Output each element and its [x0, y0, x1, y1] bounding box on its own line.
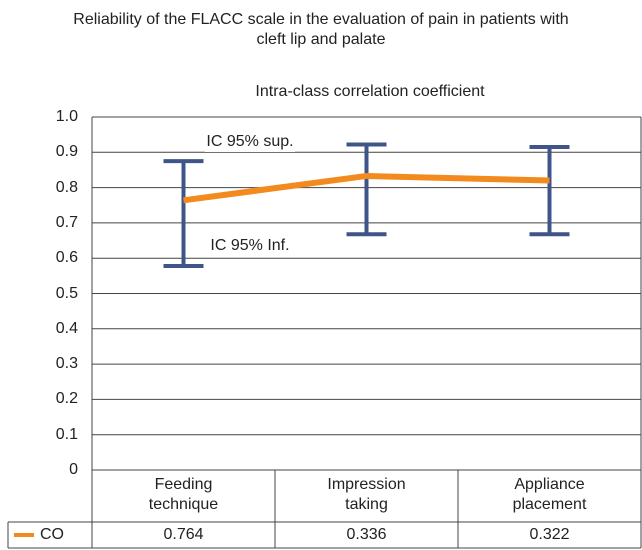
y-tick-label: 0	[69, 461, 78, 478]
legend-label: CO	[40, 526, 64, 543]
y-tick-label: 0.1	[55, 425, 78, 443]
line	[183, 172, 550, 204]
chart-title: Reliability of the FLACC scale in the ev…	[73, 11, 569, 48]
y-tick-label: 0.8	[55, 178, 78, 196]
table-value: 0.764	[163, 526, 204, 543]
y-tick-label: 0.5	[55, 284, 78, 302]
x-tick-label: Appliance placement	[512, 476, 587, 513]
x-tick-label: Feeding technique	[148, 476, 219, 513]
y-tick-label: 0.6	[55, 249, 78, 267]
annotation: IC 95% sup.	[205, 132, 295, 152]
table-value: 0.322	[529, 526, 570, 543]
table-value: 0.336	[346, 526, 387, 543]
x-tick-label: Impression taking	[327, 476, 406, 513]
chart-subtitle: Intra-class correlation coefficient	[255, 83, 485, 100]
y-tick-label: 1.0	[55, 108, 78, 125]
y-tick-label: 0.2	[55, 390, 78, 408]
y-tick-label: 0.4	[55, 319, 78, 337]
annotation: IC 95% Inf.	[205, 236, 295, 256]
y-tick-label: 0.7	[55, 213, 78, 231]
y-tick-label: 0.3	[55, 355, 78, 373]
y-tick-label: 0.9	[55, 143, 78, 161]
